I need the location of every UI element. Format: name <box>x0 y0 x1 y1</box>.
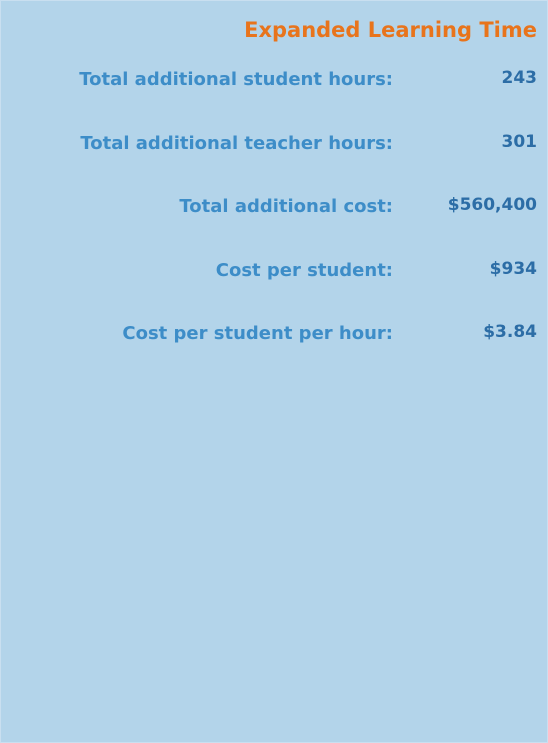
title: Expanded Learning Time <box>244 18 537 42</box>
stat-value: 301 <box>501 131 538 152</box>
stat-label: Cost per student: <box>215 259 393 281</box>
stat-row: Total additional student hours: 243 <box>1 65 547 95</box>
stat-label: Total additional student hours: <box>79 69 393 90</box>
stat-value: $560,400 <box>447 195 537 215</box>
stat-row: Total additional cost: $560,400 <box>1 192 547 222</box>
stat-row: Total additional teacher hours: 301 <box>1 129 547 159</box>
stat-label: Total additional cost: <box>179 196 393 217</box>
stat-value: $3.84 <box>483 322 537 342</box>
stat-row: Cost per student: $934 <box>1 256 547 286</box>
stat-row: Cost per student per hour: $3.84 <box>1 319 547 349</box>
stat-value: 243 <box>501 68 538 88</box>
stat-label: Cost per student per hour: <box>122 323 393 344</box>
stat-label: Total additional teacher hours: <box>80 132 393 154</box>
stat-value: $934 <box>489 258 537 279</box>
